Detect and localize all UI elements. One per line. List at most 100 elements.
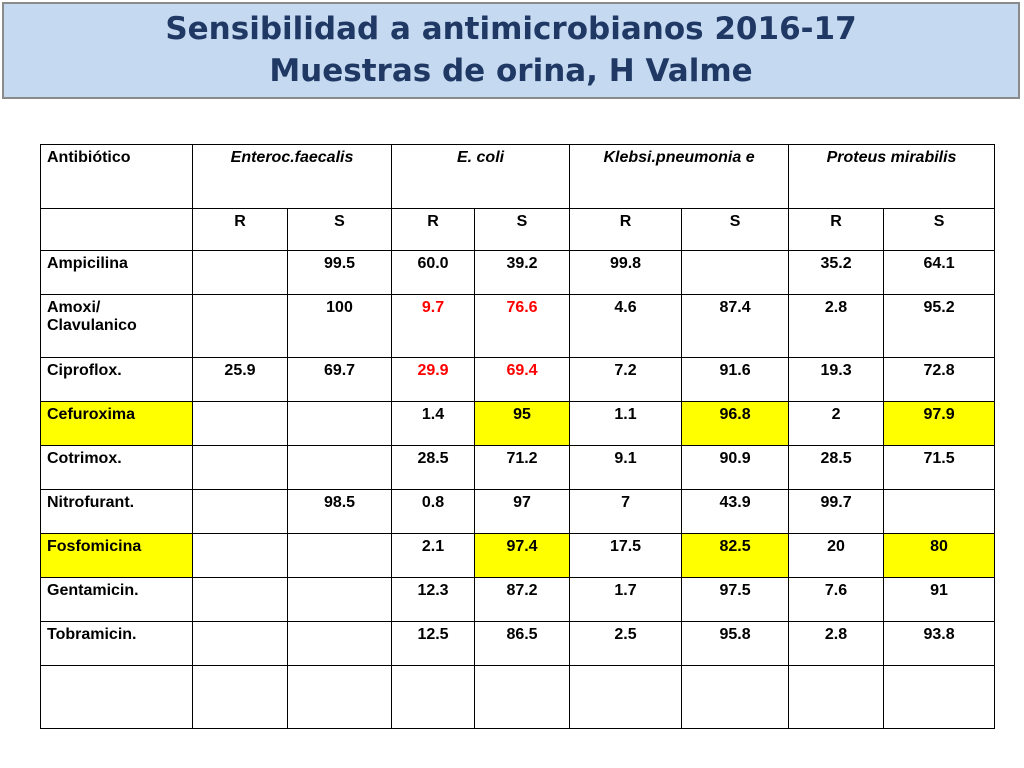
title-line-1: Sensibilidad a antimicrobianos 2016-17	[165, 11, 857, 47]
table-cell	[788, 665, 885, 729]
table-cell: 69.4	[474, 357, 571, 402]
antibiotic-name: Cefuroxima	[40, 401, 193, 446]
table-cell: 72.8	[883, 357, 996, 402]
table-cell	[569, 665, 683, 729]
table-cell: 12.3	[391, 577, 476, 622]
table-cell	[192, 665, 288, 729]
header-species: Enteroc.faecalis	[191, 144, 393, 209]
susceptibility-table: Antibiótico Enteroc.faecalis E. coli Kle…	[40, 144, 996, 729]
antibiotic-name	[40, 665, 193, 729]
table-row: Fosfomicina 2.1 97.4 17.5 82.5 20 80	[40, 533, 996, 578]
table-cell: 25.9	[192, 357, 288, 402]
table-cell: 97.9	[883, 401, 996, 446]
table-cell: 39.2	[474, 250, 571, 295]
subheader-cell: R	[569, 208, 683, 251]
table-cell: 95.2	[883, 294, 996, 358]
header-species: Klebsi.pneumonia e	[569, 144, 790, 209]
title-line-2: Muestras de orina, H Valme	[269, 53, 753, 89]
table-cell: 64.1	[883, 250, 996, 295]
table-cell: 9.1	[569, 445, 683, 490]
table-cell: 93.8	[883, 621, 996, 666]
table-cell: 28.5	[788, 445, 885, 490]
table-cell: 1.4	[391, 401, 476, 446]
table-cell	[286, 665, 393, 729]
table-cell: 95	[474, 401, 571, 446]
subheader-cell: S	[286, 208, 393, 251]
table-cell: 90.9	[681, 445, 790, 490]
table-cell	[286, 445, 393, 490]
antibiotic-name: Ciproflox.	[40, 357, 193, 402]
table-cell	[192, 445, 288, 490]
table-cell	[883, 665, 996, 729]
table-row: Nitrofurant. 98.5 0.8 97 7 43.9 99.7	[40, 489, 996, 534]
table-cell	[286, 533, 393, 578]
table-cell: 0.8	[391, 489, 476, 534]
table-row: Cotrimox. 28.5 71.2 9.1 90.9 28.5 71.5	[40, 445, 996, 490]
header-species: E. coli	[391, 144, 571, 209]
table-cell: 1.7	[569, 577, 683, 622]
table-row: Gentamicin. 12.3 87.2 1.7 97.5 7.6 91	[40, 577, 996, 622]
subheader-cell: R	[192, 208, 288, 251]
table-cell: 100	[286, 294, 393, 358]
table-cell: 86.5	[474, 621, 571, 666]
table-cell: 97.5	[681, 577, 790, 622]
antibiotic-name: Fosfomicina	[40, 533, 193, 578]
table-cell: 2	[788, 401, 885, 446]
table-cell	[883, 489, 996, 534]
subheader-blank	[40, 208, 193, 251]
table-cell: 29.9	[391, 357, 476, 402]
table-cell: 82.5	[681, 533, 790, 578]
table-cell	[192, 294, 288, 358]
table-row: Cefuroxima 1.4 95 1.1 96.8 2 97.9	[40, 401, 996, 446]
table-cell: 7	[569, 489, 683, 534]
table-cell: 19.3	[788, 357, 885, 402]
table-cell: 20	[788, 533, 885, 578]
table-cell: 60.0	[391, 250, 476, 295]
subheader-cell: S	[681, 208, 790, 251]
table-cell	[192, 401, 288, 446]
table-cell	[192, 489, 288, 534]
table-row: Tobramicin. 12.5 86.5 2.5 95.8 2.8 93.8	[40, 621, 996, 666]
table-cell: 99.7	[788, 489, 885, 534]
table-cell: 35.2	[788, 250, 885, 295]
table-cell: 43.9	[681, 489, 790, 534]
table-cell: 96.8	[681, 401, 790, 446]
table-cell	[192, 533, 288, 578]
table-row-empty	[40, 665, 996, 729]
antibiotic-name: Tobramicin.	[40, 621, 193, 666]
table-cell: 87.4	[681, 294, 790, 358]
table-cell: 2.5	[569, 621, 683, 666]
table-cell	[474, 665, 571, 729]
table-cell	[286, 621, 393, 666]
subheader-cell: S	[883, 208, 996, 251]
table-row: Ampicilina 99.5 60.0 39.2 99.8 35.2 64.1	[40, 250, 996, 295]
table-subheader-row: R S R S R S R S	[40, 208, 996, 251]
table-cell: 91	[883, 577, 996, 622]
subheader-cell: S	[474, 208, 571, 251]
table-cell	[681, 250, 790, 295]
table-cell: 28.5	[391, 445, 476, 490]
table-cell: 99.5	[286, 250, 393, 295]
table-cell: 7.6	[788, 577, 885, 622]
antibiotic-name: Cotrimox.	[40, 445, 193, 490]
table-cell	[681, 665, 790, 729]
table-cell: 2.8	[788, 621, 885, 666]
table-cell: 69.7	[286, 357, 393, 402]
subheader-cell: R	[391, 208, 476, 251]
table-row: Ciproflox. 25.9 69.7 29.9 69.4 7.2 91.6 …	[40, 357, 996, 402]
header-species: Proteus mirabilis	[788, 144, 996, 209]
table-cell: 2.1	[391, 533, 476, 578]
antibiotic-name: Ampicilina	[40, 250, 193, 295]
table-cell: 98.5	[286, 489, 393, 534]
table-cell: 91.6	[681, 357, 790, 402]
table-cell	[286, 401, 393, 446]
table-cell: 87.2	[474, 577, 571, 622]
table-cell: 99.8	[569, 250, 683, 295]
table-row: Amoxi/ Clavulanico 100 9.7 76.6 4.6 87.4…	[40, 294, 996, 358]
table-cell	[391, 665, 476, 729]
table-cell: 1.1	[569, 401, 683, 446]
slide-title: Sensibilidad a antimicrobianos 2016-17 M…	[2, 2, 1020, 99]
table-cell: 2.8	[788, 294, 885, 358]
header-antibiotic: Antibiótico	[40, 144, 193, 209]
table-cell: 71.5	[883, 445, 996, 490]
